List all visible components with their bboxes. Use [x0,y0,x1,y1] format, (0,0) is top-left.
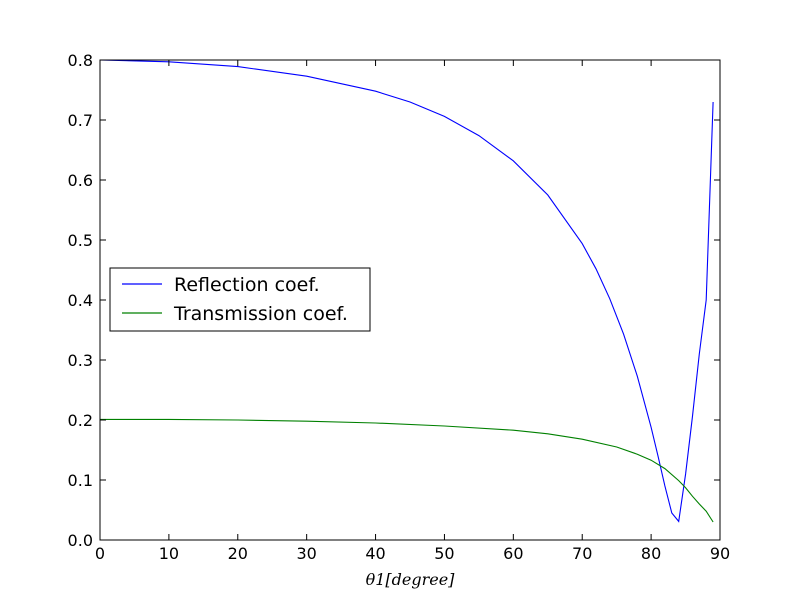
x-tick-label: 10 [159,544,179,563]
y-tick-label: 0.2 [68,411,93,430]
y-tick-label: 0.3 [68,351,93,370]
x-tick-label: 80 [641,544,661,563]
legend-box [109,267,371,332]
legend-label-reflection: Reflection coef. [174,274,320,296]
x-tick-label: 50 [434,544,454,563]
y-tick-label: 0.8 [68,51,93,70]
y-tick-label: 0.0 [68,531,93,550]
x-tick-label: 30 [296,544,316,563]
x-tick-label: 40 [365,544,385,563]
y-tick-label: 0.5 [68,231,93,250]
x-tick-label: 70 [572,544,592,563]
y-tick-label: 0.1 [68,471,93,490]
series-line-transmission [100,418,714,523]
y-tick-label: 0.7 [68,111,93,130]
legend: Reflection coef. Transmission coef. [109,267,371,332]
ticks-layer: 0 10 20 30 40 50 60 70 80 90 0.0 0.1 0.2 0.3 0.4 0.5 0.6… [68,51,731,563]
legend-label-transmission: Transmission coef. [173,303,348,325]
series-line-reflection [99,59,714,523]
x-axis-label: θ1[degree] [366,570,456,589]
y-tick-label: 0.6 [68,171,93,190]
series-layer [99,59,714,523]
x-tick-label: 0 [95,544,105,563]
y-tick-label: 0.4 [68,291,93,310]
x-tick-label: 20 [228,544,248,563]
x-tick-label: 60 [503,544,523,563]
x-tick-label: 90 [710,544,730,563]
